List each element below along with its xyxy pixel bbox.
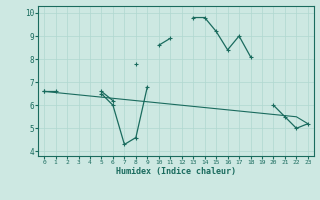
X-axis label: Humidex (Indice chaleur): Humidex (Indice chaleur) (116, 167, 236, 176)
